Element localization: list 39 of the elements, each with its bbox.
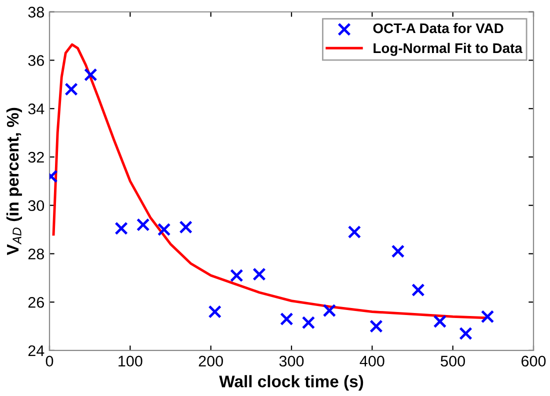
point xyxy=(391,244,405,258)
point xyxy=(322,304,336,318)
x-axis-title: Wall clock time (s) xyxy=(219,375,364,391)
x-tick-label: 600 xyxy=(522,356,546,367)
point xyxy=(252,268,266,281)
x-tick-label: 500 xyxy=(440,356,465,367)
x-tick-label: 300 xyxy=(279,356,304,367)
y-axis-title: V$_{AD}$ (in percent, %) xyxy=(6,108,22,256)
y-tick-label: 38 xyxy=(28,6,44,18)
y-tick-label: 24 xyxy=(28,345,44,356)
line-series xyxy=(52,43,486,320)
y-tick-label: 34 xyxy=(28,103,44,114)
point xyxy=(412,283,425,297)
y-tick-label: 26 xyxy=(28,296,44,308)
point xyxy=(136,218,150,232)
y-tick-label: 30 xyxy=(28,200,44,212)
point xyxy=(348,225,362,239)
point xyxy=(84,68,98,82)
x-tick-label: 100 xyxy=(118,356,142,367)
point xyxy=(480,310,494,324)
point xyxy=(433,314,447,328)
legend-label: Log-Normal Fit to Data xyxy=(374,42,522,56)
y-tick-label: 32 xyxy=(28,152,44,163)
point xyxy=(230,268,244,282)
point xyxy=(157,222,171,236)
point xyxy=(459,326,472,340)
x-tick-label: 0 xyxy=(46,356,54,367)
point xyxy=(114,222,128,235)
point xyxy=(370,320,383,333)
y-tick-label: 28 xyxy=(28,248,44,260)
point xyxy=(302,316,316,330)
point xyxy=(179,220,192,234)
legend-label: OCT-A Data for VAD xyxy=(373,22,504,34)
x-tick-label: 200 xyxy=(198,356,223,367)
point xyxy=(208,305,222,318)
y-tick-label: 36 xyxy=(28,55,44,66)
x-tick-label: 400 xyxy=(360,356,384,367)
point xyxy=(64,82,78,96)
point xyxy=(280,312,294,326)
